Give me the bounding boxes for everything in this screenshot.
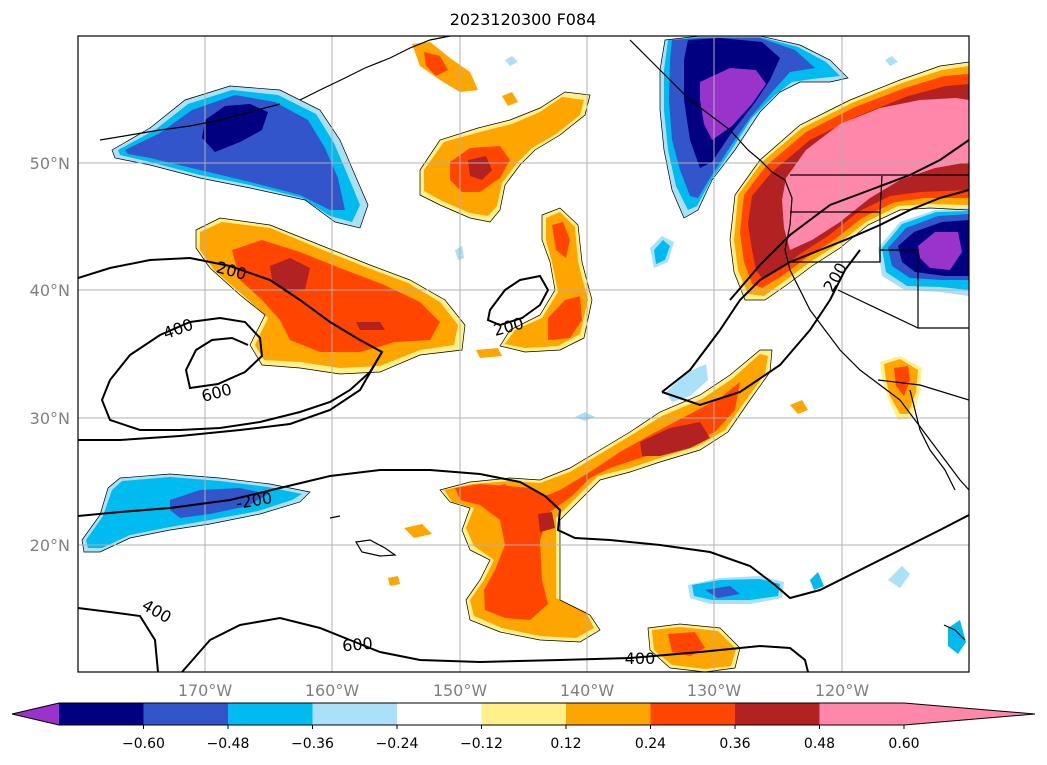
colorbar-segment — [481, 703, 566, 725]
contour-400-south-west — [78, 607, 159, 672]
lat-label-30n: 30°N — [30, 409, 70, 428]
anomaly-outlines — [81, 36, 969, 672]
mexico-coast-south — [943, 624, 966, 641]
positive-anomaly-north-pacific — [420, 92, 590, 222]
lat-label-40n: 40°N — [30, 281, 70, 300]
contour-400-south — [181, 616, 809, 672]
colorbar-segment — [566, 703, 651, 725]
colorbar: −0.60 −0.48 −0.36 −0.24 −0.12 0.12 0.24 … — [11, 702, 1036, 752]
longitude-labels: 170°W 160°W 150°W 140°W 130°W 120°W — [178, 681, 870, 700]
us-mexico-border — [877, 379, 969, 401]
colorbar-segment — [819, 703, 904, 725]
map-title: 2023120300 F084 — [450, 10, 597, 29]
colorbar-tick-label: 0.36 — [719, 736, 750, 752]
lon-label-120w: 120°W — [815, 681, 870, 700]
positive-anomaly-western-us — [730, 62, 969, 300]
lon-label-130w: 130°W — [687, 681, 742, 700]
contour-200-west — [78, 256, 384, 431]
contour-200-east-loop — [661, 249, 861, 407]
latitude-labels: 50°N 40°N 30°N 20°N — [30, 154, 70, 555]
colorbar-ticks — [143, 725, 905, 729]
colorbar-tick-labels: −0.60 −0.48 −0.36 −0.24 −0.12 0.12 0.24 … — [122, 736, 920, 752]
state-border-4 — [837, 289, 919, 329]
colorbar-tick-label: −0.36 — [291, 736, 334, 752]
map-area: 200 400 600 200 200 -200 400 600 400 — [77, 35, 970, 673]
colorbar-segment — [228, 703, 313, 725]
colorbar-tick-label: 0.60 — [888, 736, 919, 752]
positive-anomaly-bering — [412, 42, 518, 106]
positive-anomaly-central-pacific — [196, 218, 465, 374]
colorbar-segment — [735, 703, 820, 725]
height-contours — [78, 139, 969, 672]
colorbar-outline — [11, 702, 1036, 726]
negative-anomaly-pacific-northwest — [660, 36, 848, 218]
positive-anomaly-small-blobs — [388, 356, 922, 672]
colorbar-tick-label: −0.60 — [122, 736, 165, 752]
contour-label-400-se: 400 — [625, 649, 656, 668]
colorbar-tick-label: −0.48 — [207, 736, 250, 752]
contour-outer-west — [78, 351, 383, 441]
colorbar-segment — [143, 703, 228, 725]
contour-200-mid — [486, 274, 550, 327]
colorbar-segment — [397, 703, 482, 725]
contour-200-east-lower — [661, 189, 969, 393]
map-frame — [77, 35, 970, 673]
colorbar-tick-label: 0.48 — [804, 736, 835, 752]
contour-neg200 — [78, 469, 969, 600]
colorbar-tick-label: −0.24 — [376, 736, 419, 752]
positive-anomaly-arc — [476, 208, 592, 358]
colorbar-extend-high — [904, 703, 1035, 725]
shaded-anomaly-fields — [81, 36, 969, 672]
colorbar-tick-label: 0.24 — [635, 736, 666, 752]
hawaii-big-island — [355, 539, 397, 557]
alaska-coast — [299, 36, 451, 101]
lon-label-140w: 140°W — [560, 681, 615, 700]
gridlines — [78, 36, 969, 672]
coastlines — [99, 36, 969, 641]
aleutian-chain — [99, 103, 281, 141]
lon-label-150w: 150°W — [433, 681, 488, 700]
hawaii-islands — [329, 515, 341, 519]
negative-anomaly-great-basin — [878, 208, 969, 296]
colorbar-extend-low — [12, 703, 59, 725]
colorbar-tick-label: 0.12 — [550, 736, 581, 752]
positive-anomaly-subtropical-band — [440, 350, 772, 642]
state-border-3 — [879, 249, 969, 329]
baja-coast — [909, 389, 956, 491]
lon-label-160w: 160°W — [305, 681, 360, 700]
colorbar-segment — [59, 703, 144, 725]
colorbar-segment — [650, 703, 735, 725]
contour-upper-east — [729, 139, 969, 301]
contour-label-600-south: 600 — [341, 634, 373, 656]
colorbar-tick-label: −0.12 — [460, 736, 503, 752]
colorbar-segment — [312, 703, 397, 725]
negative-anomaly-gulf-alaska — [112, 86, 368, 228]
lat-label-20n: 20°N — [30, 536, 70, 555]
lat-label-50n: 50°N — [30, 154, 70, 173]
north-america-west-coast — [629, 39, 969, 491]
lon-label-170w: 170°W — [178, 681, 233, 700]
